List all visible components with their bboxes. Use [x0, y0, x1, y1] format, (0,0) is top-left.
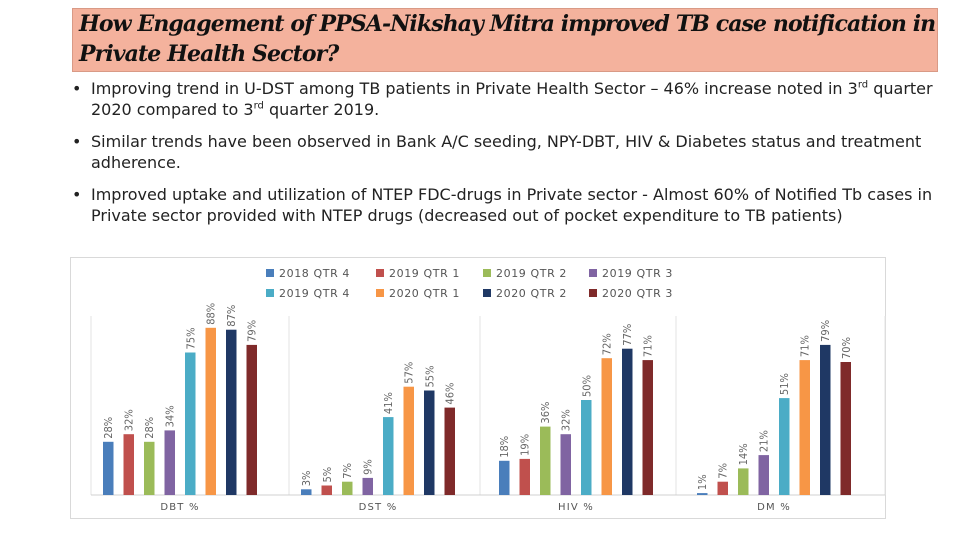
chart-svg: 2018 QTR 4 2019 QTR 1 2019 QTR 2 2019 QTR 3… — [90, 267, 886, 513]
bar — [205, 327, 216, 495]
bar — [226, 329, 237, 495]
legend-swatch — [376, 269, 384, 277]
legend-label: 2018 QTR 4 — [279, 267, 350, 280]
bar — [622, 348, 633, 495]
bar — [444, 407, 455, 495]
bar-value-label: 32% — [123, 409, 136, 431]
bar — [362, 477, 373, 495]
slide-title-box: How Engagement of PPSA-Nikshay Mitra imp… — [72, 8, 938, 72]
bullet-text-part: quarter 2020 compared to 3 — [91, 79, 933, 119]
bar — [717, 481, 728, 495]
bar — [601, 358, 612, 495]
bar-value-label: 14% — [737, 443, 750, 465]
bar — [342, 481, 353, 495]
legend-swatch — [266, 289, 274, 297]
bar — [123, 434, 134, 495]
bar-value-label: 72% — [601, 333, 614, 355]
bar-value-label: 79% — [819, 320, 832, 342]
legend-label: 2019 QTR 3 — [602, 267, 673, 280]
bar-value-label: 46% — [444, 383, 457, 405]
bullet-text-part: Improving trend in U-DST among TB patien… — [91, 79, 858, 98]
bar-value-label: 19% — [519, 434, 532, 456]
bar-value-label: 5% — [321, 467, 334, 483]
bar — [779, 398, 790, 495]
bar-value-label: 41% — [382, 392, 395, 414]
bar-value-label: 3% — [300, 471, 313, 487]
slide-title-line-1: How Engagement of PPSA-Nikshay Mitra imp… — [79, 11, 936, 37]
bar-value-label: 7% — [341, 463, 354, 479]
bar — [642, 360, 653, 495]
category-label: HIV % — [558, 502, 594, 513]
legend-label: 2020 QTR 2 — [496, 287, 567, 300]
category-label: DST % — [359, 502, 398, 513]
legend-label: 2019 QTR 4 — [279, 287, 350, 300]
legend-swatch — [589, 269, 597, 277]
bar — [540, 426, 551, 495]
bullet-item-ntep-drugs: Improved uptake and utilization of NTEP … — [72, 184, 942, 226]
bar-value-label: 79% — [246, 320, 259, 342]
legend-label: 2020 QTR 3 — [602, 287, 673, 300]
legend-swatch — [483, 289, 491, 297]
bullet-item-udst: Improving trend in U-DST among TB patien… — [72, 78, 942, 120]
category-label: DBT % — [160, 502, 199, 513]
bar-chart: 2018 QTR 4 2019 QTR 1 2019 QTR 2 2019 QTR 3… — [70, 257, 886, 519]
bullet-item-similar-trends: Similar trends have been observed in Ban… — [72, 131, 942, 173]
bar-value-label: 71% — [642, 335, 655, 357]
bar — [581, 400, 592, 495]
bar-value-label: 7% — [717, 463, 730, 479]
category-label: DM % — [757, 502, 791, 513]
bar-value-label: 87% — [225, 305, 238, 327]
bar-value-label: 75% — [184, 328, 197, 350]
bar — [697, 493, 708, 495]
bar-value-label: 50% — [580, 375, 593, 397]
bar-value-label: 32% — [560, 409, 573, 431]
bullet-superscript: rd — [253, 100, 264, 112]
legend-label: 2020 QTR 1 — [389, 287, 460, 300]
bar-value-label: 28% — [143, 417, 156, 439]
bar-value-label: 1% — [696, 474, 709, 490]
legend-label: 2019 QTR 1 — [389, 267, 460, 280]
legend-swatch — [376, 289, 384, 297]
bar-value-label: 88% — [205, 303, 218, 325]
bar — [738, 468, 749, 495]
bar-value-label: 36% — [539, 402, 552, 424]
bar — [164, 430, 175, 495]
bar-value-label: 55% — [423, 366, 436, 388]
bar — [321, 485, 332, 495]
bar-value-label: 28% — [102, 417, 115, 439]
legend-swatch — [266, 269, 274, 277]
slide-title-line-2: Private Health Sector? — [79, 41, 339, 67]
bar — [799, 360, 810, 495]
bar — [301, 489, 312, 495]
bar — [519, 458, 530, 495]
bar-value-label: 70% — [840, 337, 853, 359]
legend-swatch — [589, 289, 597, 297]
bar — [560, 434, 571, 495]
bullet-superscript: rd — [857, 79, 869, 91]
bar-value-label: 34% — [164, 405, 177, 427]
bullet-list: Improving trend in U-DST among TB patien… — [72, 78, 942, 237]
bar — [103, 441, 114, 495]
bar-value-label: 57% — [403, 362, 416, 384]
legend-swatch — [483, 269, 491, 277]
bar-value-label: 21% — [758, 430, 771, 452]
bar — [758, 455, 769, 495]
bullet-text-part: quarter 2019. — [263, 100, 380, 119]
legend-label: 2019 QTR 2 — [496, 267, 567, 280]
bar-value-label: 77% — [621, 324, 634, 346]
bar-value-label: 18% — [498, 436, 511, 458]
bar — [820, 344, 831, 495]
bar-value-label: 71% — [799, 335, 812, 357]
bar-value-label: 9% — [362, 459, 375, 475]
bar-value-label: 51% — [778, 373, 791, 395]
bar — [424, 390, 435, 495]
bar — [144, 441, 155, 495]
bar — [383, 417, 394, 495]
bar — [403, 386, 414, 495]
bar — [246, 344, 257, 495]
bar — [185, 352, 196, 495]
bar — [840, 362, 851, 495]
bar — [499, 460, 510, 495]
